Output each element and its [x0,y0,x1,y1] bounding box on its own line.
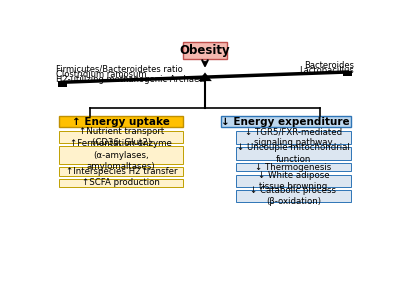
Text: ↓ White adipose
tissue browning: ↓ White adipose tissue browning [258,171,329,191]
Text: ↑Nutrient transport
(CD36, Glut2): ↑Nutrient transport (CD36, Glut2) [79,127,164,147]
Text: ↑Fermentation enzyme
(α-amylases,
amylomaltases): ↑Fermentation enzyme (α-amylases, amylom… [70,139,172,171]
Bar [59,179,183,187]
Polygon shape [198,73,212,81]
Text: ↑SCFA production: ↑SCFA production [82,178,160,187]
Bar [236,131,351,144]
Text: H2-utilizing methanogenic Archaea: H2-utilizing methanogenic Archaea [56,75,204,84]
Bar [236,190,351,202]
Bar [343,71,352,76]
Bar [59,131,183,143]
Text: ↓ Thermogenesis: ↓ Thermogenesis [255,163,332,172]
Text: ↓ TGR5/FXR-mediated
signaling pathway: ↓ TGR5/FXR-mediated signaling pathway [245,127,342,147]
Text: ↑Interspecies H2 transfer: ↑Interspecies H2 transfer [66,167,177,176]
Text: ↓ Energy expenditure: ↓ Energy expenditure [221,117,350,127]
Bar [59,146,183,164]
Bar [220,116,351,127]
Bar [58,81,67,87]
Bar [236,163,351,171]
Text: ↓ Uncouple mitochondrial
function: ↓ Uncouple mitochondrial function [237,144,350,163]
Bar [236,175,351,187]
Bar [183,42,227,59]
Text: Firmicutes/Bacteroidetes ratio: Firmicutes/Bacteroidetes ratio [56,65,183,73]
Text: ↑ Energy uptake: ↑ Energy uptake [72,117,170,127]
Bar [59,116,183,127]
Text: Lactobacillus: Lactobacillus [299,66,354,75]
Text: Obesity: Obesity [180,44,230,57]
Text: Bacteroides: Bacteroides [304,61,354,70]
Text: Clostridium ramosum: Clostridium ramosum [56,70,147,79]
Text: ↓ Catabolic process
(β-oxidation): ↓ Catabolic process (β-oxidation) [250,186,336,206]
Bar [59,167,183,176]
Bar [236,147,351,160]
